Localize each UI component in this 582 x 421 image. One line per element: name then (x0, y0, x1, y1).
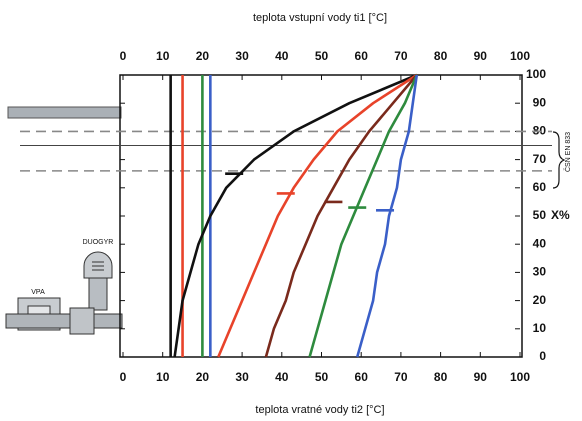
x2-tick-label: 60 (355, 49, 369, 63)
pipe (7, 106, 122, 119)
x-tick-label: 70 (394, 370, 408, 384)
y-tick-label: 20 (533, 293, 547, 307)
x-tick-label: 10 (156, 370, 170, 384)
x-axis-label: teplota vratné vody ti2 [°C] (255, 404, 384, 416)
x2-tick-label: 10 (156, 49, 170, 63)
x2-tick-label: 80 (434, 49, 448, 63)
line (355, 74, 419, 358)
bracket (552, 131, 566, 189)
x2-tick-label: 20 (196, 49, 210, 63)
x-tick-label: 100 (510, 370, 530, 384)
x2-tick-label: 90 (474, 49, 488, 63)
pipe (5, 313, 123, 329)
line (264, 74, 418, 358)
y-tick-label: 50 (533, 208, 547, 222)
device-label: VPA (31, 289, 45, 296)
device (88, 277, 108, 311)
y-tick-label: 90 (533, 95, 547, 109)
x2-tick-label: 30 (235, 49, 249, 63)
y-axis-label: X% (551, 208, 570, 222)
line (173, 73, 418, 358)
y-tick-label: 10 (533, 321, 547, 335)
y-tick-label: 60 (533, 180, 547, 194)
device (83, 251, 113, 279)
x-tick-label: 60 (355, 370, 369, 384)
device (69, 307, 95, 335)
x-tick-label: 90 (474, 370, 488, 384)
x2-tick-label: 40 (275, 49, 289, 63)
y-tick-label: 80 (533, 124, 547, 138)
x2-tick-label: 0 (120, 49, 127, 63)
x-tick-label: 30 (235, 370, 249, 384)
x2-tick-label: 50 (315, 49, 329, 63)
y-tick-label: 40 (533, 236, 547, 250)
x2-tick-label: 70 (394, 49, 408, 63)
line (308, 74, 418, 358)
chart-title: teplota vstupní vody ti1 [°C] (253, 12, 387, 24)
x2-tick-label: 100 (510, 49, 530, 63)
y-tick-label: 70 (533, 152, 547, 166)
y-tick-label: 100 (526, 67, 546, 81)
x-tick-label: 40 (275, 370, 289, 384)
x-tick-label: 20 (196, 370, 210, 384)
x-tick-label: 50 (315, 370, 329, 384)
line (217, 73, 418, 358)
x-tick-label: 80 (434, 370, 448, 384)
y-tick-label: 0 (539, 349, 546, 363)
x-tick-label: 0 (120, 370, 127, 384)
y-tick-label: 30 (533, 265, 547, 279)
standard-label: ČSN EN 833 (563, 132, 572, 172)
device-label: DUOGYR (83, 239, 114, 246)
